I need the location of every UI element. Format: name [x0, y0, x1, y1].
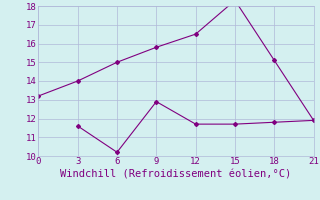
X-axis label: Windchill (Refroidissement éolien,°C): Windchill (Refroidissement éolien,°C) — [60, 169, 292, 179]
